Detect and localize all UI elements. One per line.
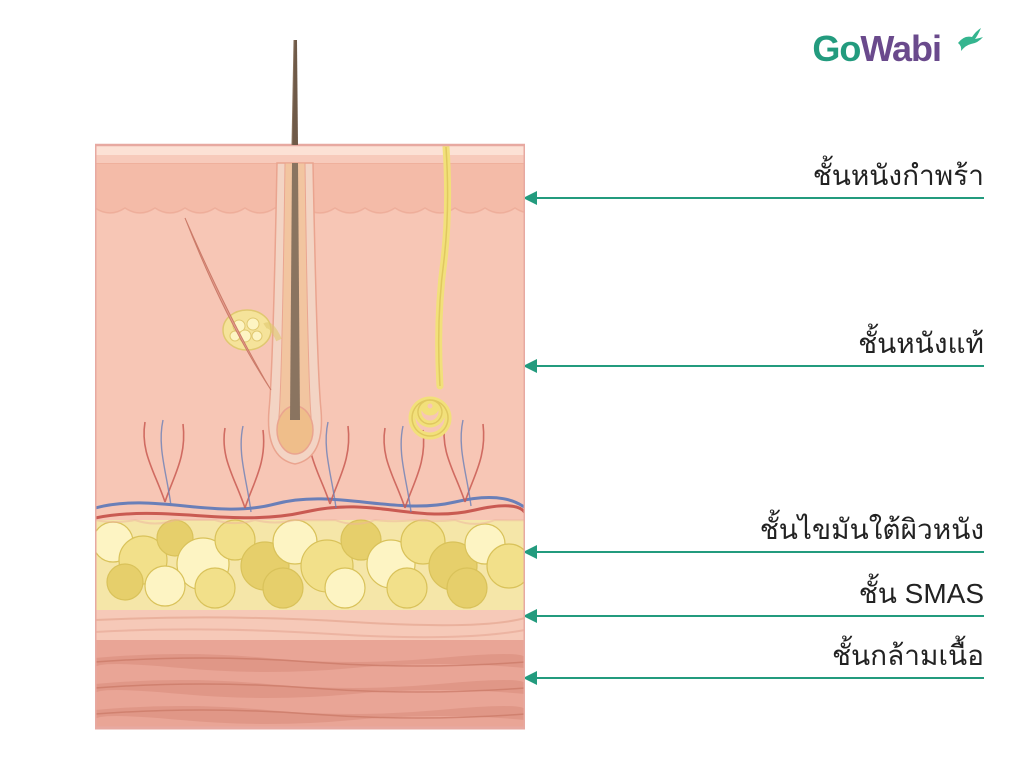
logo-go: Go [812, 28, 860, 69]
logo-wabi: Wabi [860, 28, 941, 69]
hummingbird-icon [954, 22, 984, 64]
label-epidermis-text: ชั้นหนังกำพร้า [813, 160, 984, 191]
label-subcut-fat: ชั้นไขมันใต้ผิวหนัง [760, 508, 984, 552]
skin-svg [95, 40, 525, 730]
label-muscle-text: ชั้นกล้ามเนื้อ [832, 640, 984, 671]
label-muscle: ชั้นกล้ามเนื้อ [832, 634, 984, 678]
label-smas-text: ชั้น SMAS [859, 578, 984, 609]
label-smas: ชั้น SMAS [859, 572, 984, 616]
label-subcut-fat-text: ชั้นไขมันใต้ผิวหนัง [760, 514, 984, 545]
label-dermis: ชั้นหนังแท้ [858, 322, 984, 366]
skin-cross-section-diagram [95, 40, 525, 730]
label-epidermis: ชั้นหนังกำพร้า [813, 154, 984, 198]
brand-logo: GoWabi [812, 28, 984, 70]
label-dermis-text: ชั้นหนังแท้ [858, 328, 984, 359]
